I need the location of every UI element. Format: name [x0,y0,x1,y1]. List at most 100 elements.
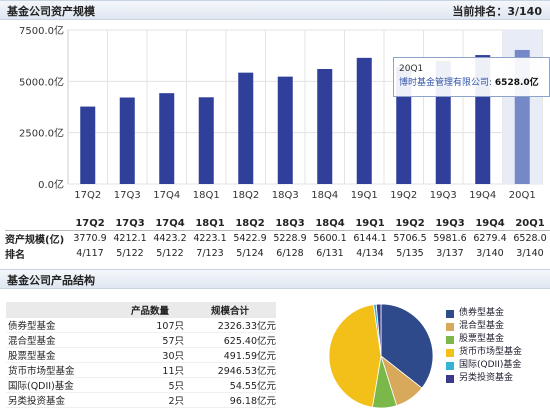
data-table-rank-cell: 6/131 [316,248,344,259]
data-table-period: 19Q4 [475,218,505,229]
legend-label: 国际(QDII)基金 [459,360,522,370]
product-total: 491.59亿元 [223,351,276,362]
product-name: 另类投资基金 [8,396,66,407]
legend-label: 另类投资基金 [459,373,514,383]
data-table-size-cell: 4212.1 [110,230,150,246]
data-table-rank-cell: 5/124 [236,248,264,259]
data-table-size-row: 资产规模(亿) 3770.9 4212.1 4423.2 4223.1 5422.9 52… [5,230,550,246]
legend-swatch [446,335,454,344]
product-count: 2只 [168,396,184,407]
legend-swatch [446,322,454,331]
product-row: 股票型基金 30只 491.59亿元 [6,348,276,363]
product-count-header: 产品数量 [116,302,184,318]
data-table-rank-cell: 5/122 [156,248,184,259]
asset-scale-title: 基金公司资产规模 [7,5,95,18]
bar-17Q4[interactable] [159,93,175,184]
chart-tooltip: 20Q1 博时基金管理有限公司: 6528.0亿 [393,57,550,97]
y-tick-label: 7500.0亿 [19,24,64,37]
x-tick-label: 18Q4 [311,190,338,200]
data-table-period: 18Q4 [315,218,345,229]
asset-scale-header: 基金公司资产规模 当前排名：3/140 [0,0,550,20]
data-table-size-cell: 4423.2 [150,230,190,246]
pie-legend: 债券型基金 混合型基金股票型基金 货币市场型基金 国际(QDII)基金 另类投资基金 [446,307,522,385]
legend-swatch [446,348,454,357]
product-row: 混合型基金 57只 625.40亿元 [6,333,276,348]
data-table-rank-cell: 3/137 [436,248,464,259]
product-total: 96.18亿元 [229,396,276,407]
legend-item[interactable]: 股票型基金 [446,333,522,346]
product-total: 54.55亿元 [229,381,276,392]
size-row-label: 资产规模(亿) [5,230,70,246]
x-tick-label: 19Q2 [390,190,417,200]
data-table-size-cell: 5228.9 [270,230,310,246]
data-table-rank-cell: 3/140 [476,248,504,259]
product-name-header [6,302,116,318]
tooltip-period: 20Q1 [399,64,424,74]
data-table-period: 19Q1 [355,218,385,229]
x-tick-label: 19Q1 [351,190,378,200]
y-tick-label: 5000.0亿 [19,75,64,88]
product-count: 107只 [156,321,184,332]
data-table-period: 18Q3 [275,218,305,229]
product-row: 债券型基金 107只 2326.33亿元 [6,318,276,333]
data-table-period: 19Q2 [395,218,425,229]
product-name: 股票型基金 [8,351,56,362]
data-table-rank-row: 排名 4/117 5/122 5/122 7/123 5/124 6/128 6/131 4/… [5,246,550,261]
legend-item[interactable]: 另类投资基金 [446,372,522,385]
data-table-period: 19Q3 [435,218,465,229]
bar-19Q1[interactable] [356,57,372,184]
y-tick-label: 2500.0亿 [19,127,64,140]
bar-18Q2[interactable] [238,72,254,184]
data-table-rank-cell: 4/117 [76,248,104,259]
product-total: 2946.53亿元 [217,366,276,377]
x-tick-label: 17Q3 [114,190,141,200]
data-table-rank-cell: 5/122 [116,248,144,259]
data-table-period: 18Q1 [195,218,225,229]
pie-slice-0[interactable] [380,303,434,389]
product-total-header: 规模合计 [184,302,276,318]
pie-slice-3[interactable] [328,304,382,408]
data-table-size-cell: 6279.4 [470,230,510,246]
data-table-corner [5,217,70,231]
rank-row-label: 排名 [5,250,25,261]
y-tick-label: 0.0亿 [38,178,64,191]
product-structure-header: 基金公司产品结构 [0,269,550,289]
tooltip-value: 6528.0亿 [494,78,539,88]
data-table-size-cell: 5422.9 [230,230,270,246]
bar-17Q2[interactable] [80,106,96,184]
legend-item[interactable]: 国际(QDII)基金 [446,359,522,372]
legend-swatch [446,361,454,370]
bar-18Q3[interactable] [277,76,293,184]
pie-slice-5[interactable] [375,303,382,357]
product-pie-chart [328,303,434,409]
tooltip-company: 博时基金管理有限公司: [399,78,493,88]
legend-item[interactable]: 混合型基金 [446,320,522,333]
data-table-size-cell: 3770.9 [70,230,110,246]
product-structure-title: 基金公司产品结构 [7,274,95,287]
product-row: 国际(QDII)基金 5只 54.55亿元 [6,378,276,393]
data-table-rank-cell: 7/123 [196,248,224,259]
product-table-header: 产品数量 规模合计 [6,302,276,318]
data-table-period: 17Q3 [115,218,145,229]
legend-swatch [446,374,454,383]
data-table-rank-cell: 5/135 [396,248,424,259]
legend-item[interactable]: 货币市场型基金 [446,346,522,359]
data-table-size-cell: 5600.1 [310,230,350,246]
product-row: 另类投资基金 2只 96.18亿元 [6,393,276,408]
legend-item[interactable]: 债券型基金 [446,307,522,320]
data-table-header-row: 17Q2 17Q3 17Q4 18Q1 18Q2 18Q3 18Q4 19Q1 19Q2 19Q3… [5,217,550,231]
data-table-period: 20Q1 [515,218,545,229]
x-tick-label: 18Q3 [272,190,299,200]
product-row: 货币市场型基金 11只 2946.53亿元 [6,363,276,378]
product-count: 5只 [168,381,184,392]
bar-18Q4[interactable] [317,69,333,184]
product-total: 625.40亿元 [223,336,276,347]
bar-18Q1[interactable] [198,97,214,184]
data-table-size-cell: 6528.0 [510,230,550,246]
data-table-rank-cell: 6/128 [276,248,304,259]
data-table-size-cell: 5706.5 [390,230,430,246]
bar-17Q3[interactable] [119,97,135,184]
asset-bar-chart: 0.0亿 2500.0亿 5000.0亿 7500.0亿 17Q2 17Q3 17Q4 18Q… [19,24,543,200]
product-name: 国际(QDII)基金 [8,381,74,392]
legend-label: 混合型基金 [459,321,505,331]
